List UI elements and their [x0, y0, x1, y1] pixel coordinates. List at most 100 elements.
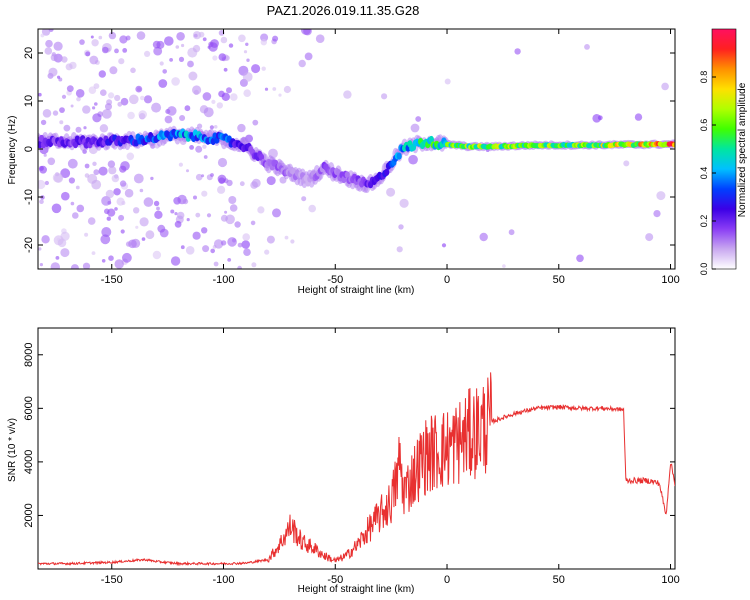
noise-cell	[272, 87, 277, 91]
colorbar-tick-label: 0.0	[699, 263, 709, 276]
noise-cell	[106, 216, 112, 221]
noise-cell	[186, 218, 190, 222]
noise-cell	[441, 243, 447, 248]
noise-cell	[138, 110, 147, 119]
noise-cell	[241, 240, 250, 249]
noise-cell	[217, 174, 227, 184]
noise-cell	[94, 102, 98, 106]
noise-cell	[186, 169, 189, 173]
noise-cell	[623, 160, 630, 167]
noise-cell	[133, 207, 140, 214]
snr-ticks: -150 -100 -50 0 50 100 2000 4000 6000 8000	[23, 328, 680, 586]
noise-cell	[82, 105, 91, 114]
x-tick-label: 0	[444, 574, 450, 586]
noise-cell	[98, 166, 108, 176]
noise-cell	[159, 228, 169, 238]
noise-cell	[61, 191, 70, 201]
noise-cell	[50, 262, 60, 269]
noise-cell	[63, 124, 71, 132]
noise-cell	[114, 94, 121, 102]
noise-cell	[228, 196, 237, 204]
noise-cell	[229, 204, 238, 212]
noise-cell	[119, 35, 128, 44]
noise-cell	[203, 107, 214, 118]
noise-cell	[55, 256, 60, 260]
noise-cell	[153, 46, 163, 56]
noise-cell	[59, 107, 65, 113]
noise-cell	[213, 125, 218, 129]
noise-cell	[156, 206, 160, 211]
noise-cell	[109, 66, 118, 75]
y-tick-label: 2000	[23, 503, 35, 527]
noise-cell	[576, 254, 584, 263]
noise-cell	[83, 126, 87, 130]
noise-cell	[60, 248, 70, 258]
noise-cell	[272, 35, 279, 42]
y-tick-label: 0	[23, 146, 35, 152]
noise-cell	[111, 174, 120, 183]
x-tick-label: -50	[327, 574, 343, 586]
noise-cell	[140, 95, 145, 101]
noise-cell	[108, 92, 115, 99]
noise-cell	[283, 85, 291, 94]
noise-cell	[60, 231, 70, 241]
noise-cell	[67, 158, 78, 169]
noise-cell	[220, 36, 228, 44]
noise-cell	[143, 197, 154, 207]
colorbar: 0.0 0.2 0.4 0.6 0.8 Normalized spectral ampl…	[699, 28, 748, 276]
noise-cell	[82, 262, 91, 269]
noise-cell	[105, 103, 112, 111]
noise-cell	[135, 225, 139, 229]
noise-cell	[114, 259, 124, 269]
noise-cell	[211, 99, 216, 104]
noise-cell	[108, 255, 114, 261]
noise-cell	[98, 70, 107, 78]
x-tick-label: 0	[444, 274, 450, 286]
noise-cell	[245, 42, 249, 46]
noise-cell	[479, 232, 488, 242]
noise-cell	[223, 67, 228, 72]
noise-cell	[38, 179, 46, 190]
noise-cell	[151, 102, 162, 113]
noise-cell	[189, 145, 195, 150]
noise-cell	[84, 232, 89, 237]
noise-cell	[139, 188, 144, 193]
noise-cell	[202, 144, 207, 149]
noise-cell	[169, 58, 174, 62]
noise-cell	[202, 245, 210, 253]
noise-cell	[188, 71, 198, 81]
colorbar-tick-label: 0.8	[699, 71, 709, 84]
y-tick-label: 8000	[23, 343, 35, 367]
noise-cell	[170, 209, 175, 214]
colorbar-tick-label: 0.6	[699, 119, 709, 132]
noise-cell	[113, 188, 121, 196]
noise-cell	[65, 63, 73, 71]
noise-cell	[51, 203, 62, 214]
noise-cell	[308, 204, 317, 213]
noise-cell	[202, 37, 207, 42]
noise-cell	[266, 176, 276, 186]
noise-cell	[192, 85, 202, 95]
noise-cell	[98, 35, 103, 40]
noise-cell	[174, 212, 178, 216]
noise-cell	[68, 177, 75, 184]
noise-cell	[93, 169, 100, 176]
noise-cell	[243, 50, 248, 54]
noise-cell	[315, 34, 325, 43]
x-tick-label: 100	[661, 574, 679, 586]
noise-cell	[174, 220, 182, 228]
y-tick-label: -20	[23, 237, 35, 253]
noise-cell	[60, 168, 71, 179]
noise-cell	[212, 55, 218, 61]
noise-cell	[201, 190, 208, 197]
noise-cell	[44, 47, 53, 55]
noise-cell	[153, 200, 160, 207]
noise-cell	[167, 106, 177, 116]
noise-cell	[175, 45, 180, 49]
noise-cell	[162, 69, 167, 74]
noise-cell	[145, 230, 155, 240]
noise-cell	[656, 191, 666, 201]
noise-cell	[102, 109, 112, 119]
noise-cell	[144, 50, 151, 58]
